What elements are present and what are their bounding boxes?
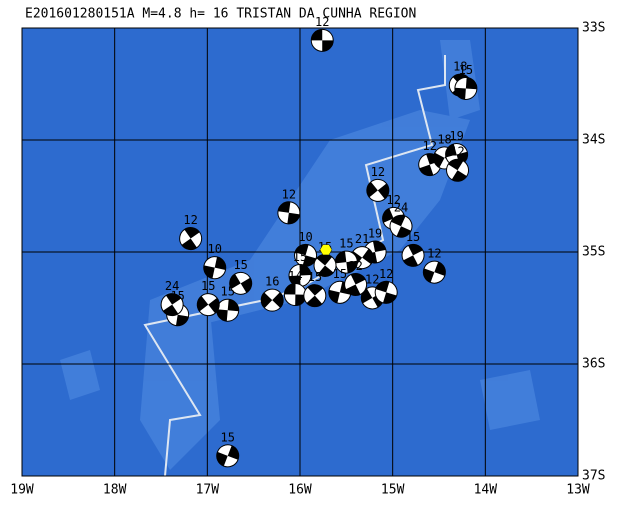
- ball-quadrants: [294, 244, 317, 267]
- depth-label: 10: [208, 242, 222, 256]
- ball-quadrants: [306, 284, 324, 307]
- x-tick-label: 15W: [381, 483, 405, 498]
- focal-mechanism: [366, 178, 390, 202]
- depth-label: 12: [371, 165, 385, 179]
- ball-quadrants: [335, 251, 358, 273]
- depth-label: 15: [233, 258, 247, 272]
- y-tick-label: 34S: [582, 133, 605, 148]
- depth-label: 15: [220, 285, 234, 299]
- x-tick-label: 17W: [196, 483, 220, 498]
- ball-quadrants: [403, 244, 423, 267]
- ball-quadrants: [284, 283, 307, 306]
- focal-mechanism: [446, 158, 470, 182]
- focal-mechanism: [277, 201, 301, 225]
- depth-label: 24: [394, 201, 408, 215]
- focal-mechanism: [303, 284, 327, 308]
- y-tick-label: 35S: [582, 245, 605, 260]
- ball-quadrants: [345, 273, 366, 296]
- x-tick-label: 13W: [566, 483, 590, 498]
- focal-mechanism: [374, 280, 398, 304]
- ball-quadrants: [390, 215, 412, 238]
- ball-quadrants: [203, 256, 226, 279]
- focal-mechanism: [216, 444, 240, 468]
- depth-label: 16: [265, 275, 279, 289]
- depth-label: 12: [183, 213, 197, 227]
- depth-label: 19: [368, 227, 382, 241]
- ball-quadrants: [261, 292, 284, 309]
- depth-label: 15: [293, 250, 307, 264]
- depth-label: 18: [453, 60, 467, 74]
- depth-label: 12: [282, 187, 296, 201]
- focal-mechanism: [203, 256, 227, 280]
- focal-mechanism: [454, 76, 478, 100]
- ball-quadrants: [216, 445, 239, 467]
- ball-quadrants: [375, 281, 397, 304]
- x-tick-label: 16W: [288, 483, 312, 498]
- depth-label: 15: [308, 270, 322, 284]
- ball-quadrants: [277, 201, 300, 224]
- depth-label: 12: [386, 193, 400, 207]
- y-tick-label: 37S: [582, 469, 605, 484]
- focal-mechanism: [196, 293, 220, 317]
- ball-quadrants: [289, 264, 311, 287]
- depth-label: 12: [379, 267, 393, 281]
- depth-label: 22: [348, 259, 362, 273]
- focal-mechanism: [310, 28, 334, 52]
- ball-quadrants: [181, 227, 200, 250]
- x-tick-label: 14W: [474, 483, 498, 498]
- depth-label: 10: [298, 230, 312, 244]
- frame: [21, 27, 579, 477]
- depth-label: 15: [201, 279, 215, 293]
- focal-mechanism: [283, 283, 307, 307]
- depth-label: 12: [450, 145, 464, 159]
- focal-mechanism: [401, 243, 425, 267]
- map-title: E201601280151A M=4.8 h= 16 TRISTAN DA CU…: [25, 7, 416, 22]
- ball-quadrants: [311, 29, 334, 52]
- x-tick-label: 18W: [103, 483, 127, 498]
- depth-label: 15: [220, 430, 234, 444]
- ball-quadrants: [448, 159, 467, 182]
- y-tick-label: 36S: [582, 357, 605, 372]
- y-tick-label: 33S: [582, 21, 605, 36]
- depth-label: 15: [459, 63, 473, 77]
- ball-quadrants: [366, 181, 389, 199]
- focal-mechanism: [344, 272, 368, 296]
- focal-mechanism: [160, 293, 184, 317]
- depth-label: 24: [165, 279, 179, 293]
- ball-quadrants: [229, 273, 252, 293]
- depth-label: 19: [449, 129, 463, 143]
- ball-quadrants: [197, 295, 220, 314]
- focal-mechanism: [313, 253, 337, 277]
- depth-label: 12: [315, 15, 329, 29]
- focal-mechanism: [422, 260, 446, 284]
- ball-quadrants: [163, 293, 182, 316]
- focal-mechanism: [334, 250, 358, 274]
- ball-quadrants: [361, 288, 384, 308]
- focal-mechanism: [229, 271, 253, 295]
- focal-mechanism: [389, 214, 413, 238]
- depth-label: 14: [288, 269, 302, 283]
- epicenter: [319, 244, 333, 256]
- bathymetry: [60, 40, 540, 470]
- x-tick-label: 19W: [10, 483, 34, 498]
- depth-label: 15: [339, 237, 353, 251]
- depth-label: 12: [423, 139, 437, 153]
- depth-label: 12: [427, 247, 441, 261]
- ball-quadrants: [423, 261, 446, 283]
- focal-mechanism: [179, 227, 203, 251]
- ball-quadrants: [316, 254, 334, 277]
- depth-label: 21: [355, 232, 369, 246]
- depth-label: 18: [437, 132, 451, 146]
- focal-mechanism: [260, 288, 284, 312]
- focal-mechanism: [216, 298, 240, 322]
- depth-label: 12: [365, 272, 379, 286]
- ball-quadrants: [454, 77, 477, 100]
- depth-label: 15: [333, 267, 347, 281]
- ball-quadrants: [216, 299, 239, 322]
